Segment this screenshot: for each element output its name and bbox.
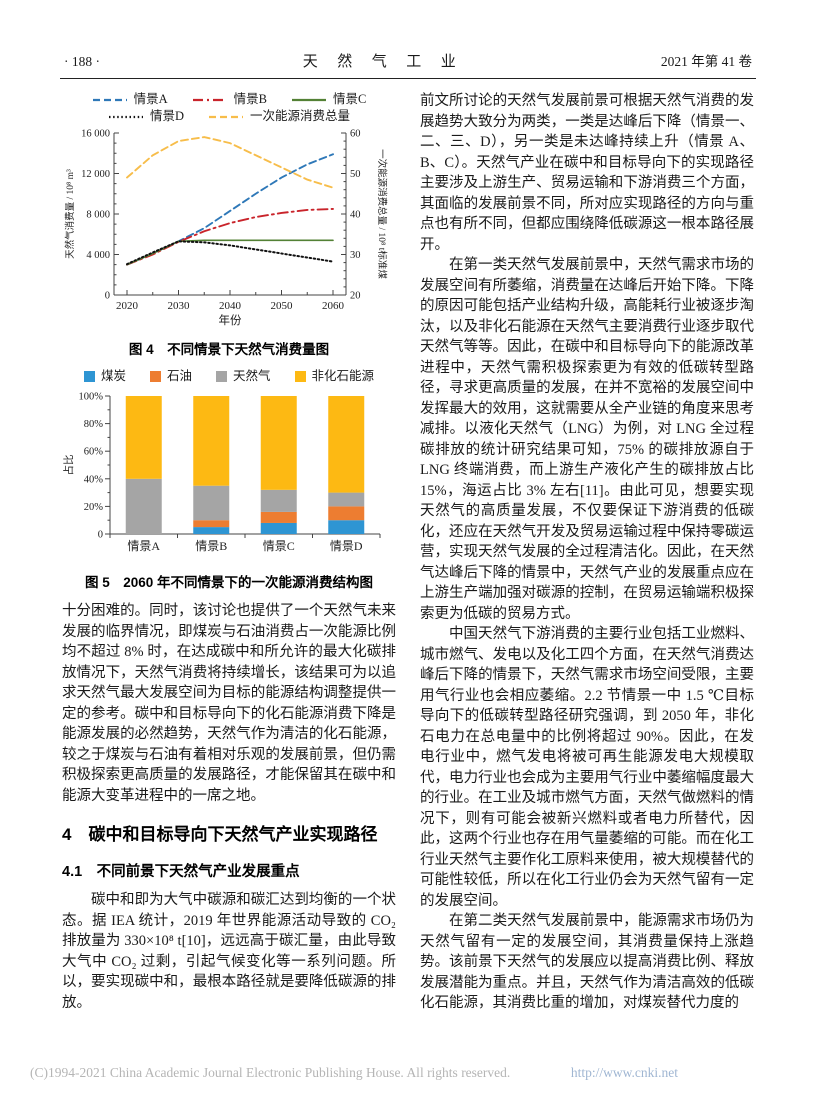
issue-volume: 2021 年第 41 卷 [660,54,752,69]
figure-5: 煤炭 石油 天然气 非化石能源 0 20% 40% 60% 80% 100% 占比情景A 情景B 情景… [62,368,396,591]
legend-item: 天然气 [216,368,271,385]
legend-item: 煤炭 [83,368,126,385]
legend-swatch [294,371,306,382]
svg-text:0: 0 [105,291,110,302]
header-rule [60,78,756,79]
legend-label: 情景D [149,109,184,123]
svg-text:50: 50 [350,169,361,180]
svg-text:2060: 2060 [322,300,345,312]
left-column: 情景A 情景B 情景C 情景D 一次能源消费总量 0 4 000 8 000 12 000 16… [62,91,396,1014]
svg-text:30: 30 [350,250,361,261]
legend-item: 情景B [192,91,267,108]
svg-text:60%: 60% [84,447,104,458]
legend-label: 一次能源消费总量 [250,109,351,123]
legend-label: 情景C [333,92,367,106]
svg-text:80%: 80% [84,419,104,430]
legend-line-sample [92,98,127,101]
svg-text:60: 60 [350,129,361,140]
figure-4: 情景A 情景B 情景C 情景D 一次能源消费总量 0 4 000 8 000 12 000 16… [62,91,396,358]
legend-item: 情景A [92,91,168,108]
svg-text:一次能源消费总量 / 10⁸ t标准煤: 一次能源消费总量 / 10⁸ t标准煤 [376,149,388,279]
right-paragraph-1: 前文所讨论的天然气发展前景可根据天然气消费的发展趋势大致分为两类，一类是达峰后下… [420,93,754,253]
legend-item: 非化石能源 [294,368,375,385]
legend-line-sample [209,115,243,118]
svg-text:情景A: 情景A [127,539,160,553]
svg-text:0: 0 [98,530,103,541]
right-paragraph-4: 在第二类天然气发展前景中，能源需求市场仍为天然气留有一定的发展空间，其消费量保持… [420,913,754,1011]
svg-text:情景D: 情景D [330,539,363,553]
legend-label: 煤炭 [100,369,126,383]
section-4-1-heading: 4.1 不同前景下天然气产业发展重点 [62,864,300,880]
page-footer: (C)1994-2021 China Academic Journal Elec… [30,1065,678,1081]
legend-line-sample [192,98,227,101]
legend-label: 石油 [166,369,192,383]
svg-text:20: 20 [350,291,361,302]
journal-title: 天 然 气 工 业 [302,54,459,70]
svg-text:2030: 2030 [168,300,191,312]
svg-text:占比: 占比 [62,455,75,476]
figure4-legend-row: 情景D 一次能源消费总量 [62,108,396,125]
legend-item: 石油 [149,368,192,385]
page-header: · 188 · 天 然 气 工 业 2021 年第 41 卷 [0,0,816,71]
left-continued-paragraph: 十分困难的。同时，该讨论也提供了一个天然气未来发展的临界情况，即煤炭与石油消费占… [62,603,396,804]
svg-text:40%: 40% [84,474,104,485]
svg-text:4 000: 4 000 [86,250,110,261]
legend-item: 情景C [291,91,366,108]
legend-label: 情景A [133,92,168,106]
svg-text:40: 40 [350,210,361,221]
legend-label: 天然气 [233,369,271,383]
svg-text:2050: 2050 [271,300,294,312]
figure5-legend: 煤炭 石油 天然气 非化石能源 [62,368,396,385]
legend-line-sample [292,98,327,101]
figure4-caption: 图 4 不同情景下天然气消费量图 [128,342,330,357]
svg-text:年份: 年份 [219,313,242,327]
section-4-heading: 4 碳中和目标导向下天然气产业实现路径 [62,825,378,844]
legend-swatch [83,371,95,382]
section-4-1-paragraph: 碳中和即为大气中碳源和碳汇达到均衡的一个状态。据 IEA 统计，2019 年世界… [62,892,396,1011]
svg-text:情景C: 情景C [263,539,295,553]
cnki-url: http://www.cnki.net [570,1065,678,1080]
legend-swatch [149,371,161,382]
right-paragraph-3: 中国天然气下游消费的主要行业包括工业燃料、城市燃气、发电以及化工四个方面，在天然… [420,626,754,909]
figure4-legend: 情景A 情景B 情景C 情景D 一次能源消费总量 [62,91,396,125]
legend-label: 情景B [233,92,268,106]
two-column-layout: 情景A 情景B 情景C 情景D 一次能源消费总量 0 4 000 8 000 12 000 16… [0,91,816,1014]
legend-line-sample [108,115,143,118]
svg-text:8 000: 8 000 [86,210,110,221]
svg-text:20%: 20% [84,502,104,513]
right-paragraph-2: 在第一类天然气发展前景中，天然气需求市场的发展空间有所萎缩，消费量在达峰后开始下… [420,257,754,622]
right-column: 前文所讨论的天然气发展前景可根据天然气消费的发展趋势大致分为两类，一类是达峰后下… [420,91,754,1014]
figure4-legend-row: 情景A 情景B 情景C [62,91,396,108]
svg-text:2040: 2040 [219,300,242,312]
svg-text:100%: 100% [79,392,104,403]
svg-text:天然气消费量 / 10⁸ m³: 天然气消费量 / 10⁸ m³ [64,169,76,259]
legend-swatch [216,371,227,382]
svg-text:2020: 2020 [116,300,139,312]
svg-text:12 000: 12 000 [81,169,110,180]
legend-item: 一次能源消费总量 [208,108,350,125]
page-number: · 188 · [64,54,100,69]
figure5-caption: 图 5 2060 年不同情景下的一次能源消费结构图 [84,575,374,590]
legend-item: 情景D [108,108,184,125]
copyright-notice: (C)1994-2021 China Academic Journal Elec… [30,1065,511,1080]
legend-label: 非化石能源 [311,369,375,383]
svg-text:16 000: 16 000 [81,129,110,140]
svg-text:情景B: 情景B [195,539,227,553]
